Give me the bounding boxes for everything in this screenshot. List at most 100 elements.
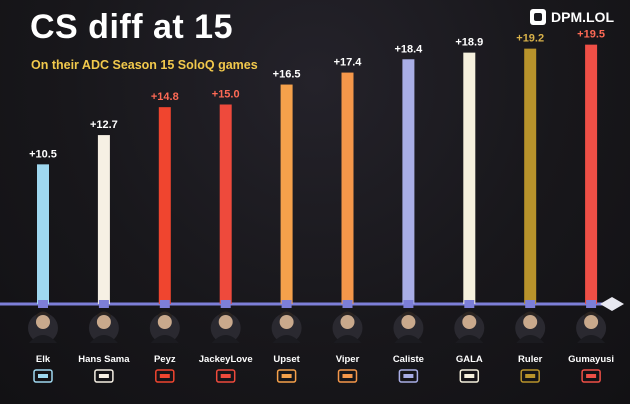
kc-icon <box>398 369 419 383</box>
brand: DPM.LOL <box>530 9 614 25</box>
team-logo-mark <box>281 374 292 378</box>
avatar-hair <box>340 311 355 318</box>
avatar-head <box>157 315 172 329</box>
bar <box>97 135 110 304</box>
fnatic-icon <box>276 369 297 383</box>
player-name: Ruler <box>518 354 543 365</box>
jdg-icon <box>155 369 175 383</box>
avatar-head <box>462 315 477 329</box>
dpm-logo-icon <box>530 9 546 25</box>
player-name: Peyz <box>154 354 176 365</box>
data-label: +18.4 <box>394 43 423 55</box>
player-name: Upset <box>273 354 300 365</box>
avatar-body <box>394 335 423 343</box>
data-label: +15.0 <box>212 89 240 101</box>
bar-axis-tick <box>38 300 48 308</box>
ig-icon <box>459 369 480 383</box>
player-avatar <box>149 311 180 343</box>
data-label: +19.5 <box>577 29 605 41</box>
avatar-body <box>89 335 118 343</box>
avatar-head <box>401 315 416 329</box>
player-avatar <box>271 311 302 343</box>
team-logo-mark <box>159 374 170 378</box>
avatar-head <box>36 315 50 329</box>
player-avatar <box>28 311 58 343</box>
avatar-head <box>523 315 538 329</box>
data-label: +16.5 <box>273 69 301 81</box>
player-name: Gumayusi <box>568 354 614 365</box>
player-name: Caliste <box>393 354 424 365</box>
blg-icon <box>33 369 53 383</box>
bar-axis-tick <box>342 300 353 308</box>
data-label: +12.7 <box>90 119 118 131</box>
team-logo-mark <box>464 374 475 378</box>
player-avatar <box>332 311 363 343</box>
al-icon <box>215 369 236 383</box>
data-label: +17.4 <box>334 57 363 69</box>
bar-axis-tick <box>586 300 597 308</box>
avatar-hair <box>401 311 416 318</box>
team-logo-frame <box>398 369 419 383</box>
player-name: Hans Sama <box>78 354 130 365</box>
team-logo-mark <box>342 374 353 378</box>
player-name: Viper <box>336 354 360 365</box>
bar-axis-tick <box>220 300 231 308</box>
avatar-body <box>272 335 301 343</box>
avatar-hair <box>523 311 538 318</box>
data-label: +14.8 <box>151 91 179 103</box>
hle-icon <box>337 369 358 383</box>
brand-name: DPM.LOL <box>551 9 614 25</box>
bar <box>280 84 293 304</box>
avatar-hair <box>36 311 50 318</box>
bar-axis-tick <box>281 300 292 308</box>
data-label: +18.9 <box>455 37 483 49</box>
team-logo-mark <box>403 374 414 378</box>
bar <box>463 52 476 304</box>
avatar-body <box>455 335 484 343</box>
team-logo-mark <box>525 374 536 378</box>
player-avatar <box>88 311 119 343</box>
data-label: +10.5 <box>29 148 57 160</box>
avatar-body <box>150 335 179 343</box>
avatar-hair <box>218 311 233 318</box>
team-logo-frame <box>520 369 540 383</box>
avatar-head <box>340 315 355 329</box>
team-logo-frame <box>94 369 114 383</box>
bar <box>341 72 354 304</box>
t1-icon <box>581 369 601 383</box>
avatar-body <box>516 335 545 343</box>
team-logo-frame <box>581 369 601 383</box>
player-name: GALA <box>456 354 483 365</box>
avatar-hair <box>279 311 294 318</box>
team-logo-frame <box>276 369 297 383</box>
player-name: Elk <box>36 354 51 365</box>
bar-axis-tick <box>98 300 109 308</box>
chart-subtitle: On their ADC Season 15 SoloQ games <box>31 58 258 72</box>
avatar-hair <box>157 311 172 318</box>
bar <box>524 48 537 304</box>
avatar-hair <box>584 311 599 318</box>
player-name: JackeyLove <box>199 354 253 365</box>
team-logo-mark <box>220 374 231 378</box>
player-avatar <box>210 311 241 343</box>
geng-icon <box>520 369 540 383</box>
bar <box>219 104 232 304</box>
team-logo-mark <box>586 374 597 378</box>
bar <box>158 107 171 304</box>
team-logo-frame <box>155 369 175 383</box>
avatar-hair <box>462 311 477 318</box>
avatar-body <box>211 335 240 343</box>
avatar-body <box>29 335 57 343</box>
avatar-head <box>96 315 111 329</box>
bar <box>585 44 598 305</box>
g2-icon <box>94 369 114 383</box>
player-avatar <box>576 311 607 343</box>
avatar-head <box>218 315 233 329</box>
team-logo-frame <box>33 369 53 383</box>
bar-axis-tick <box>464 300 475 308</box>
bar-axis-tick <box>159 300 170 308</box>
player-avatar <box>515 311 546 343</box>
team-logo-frame <box>459 369 480 383</box>
team-logo-mark <box>98 374 109 378</box>
